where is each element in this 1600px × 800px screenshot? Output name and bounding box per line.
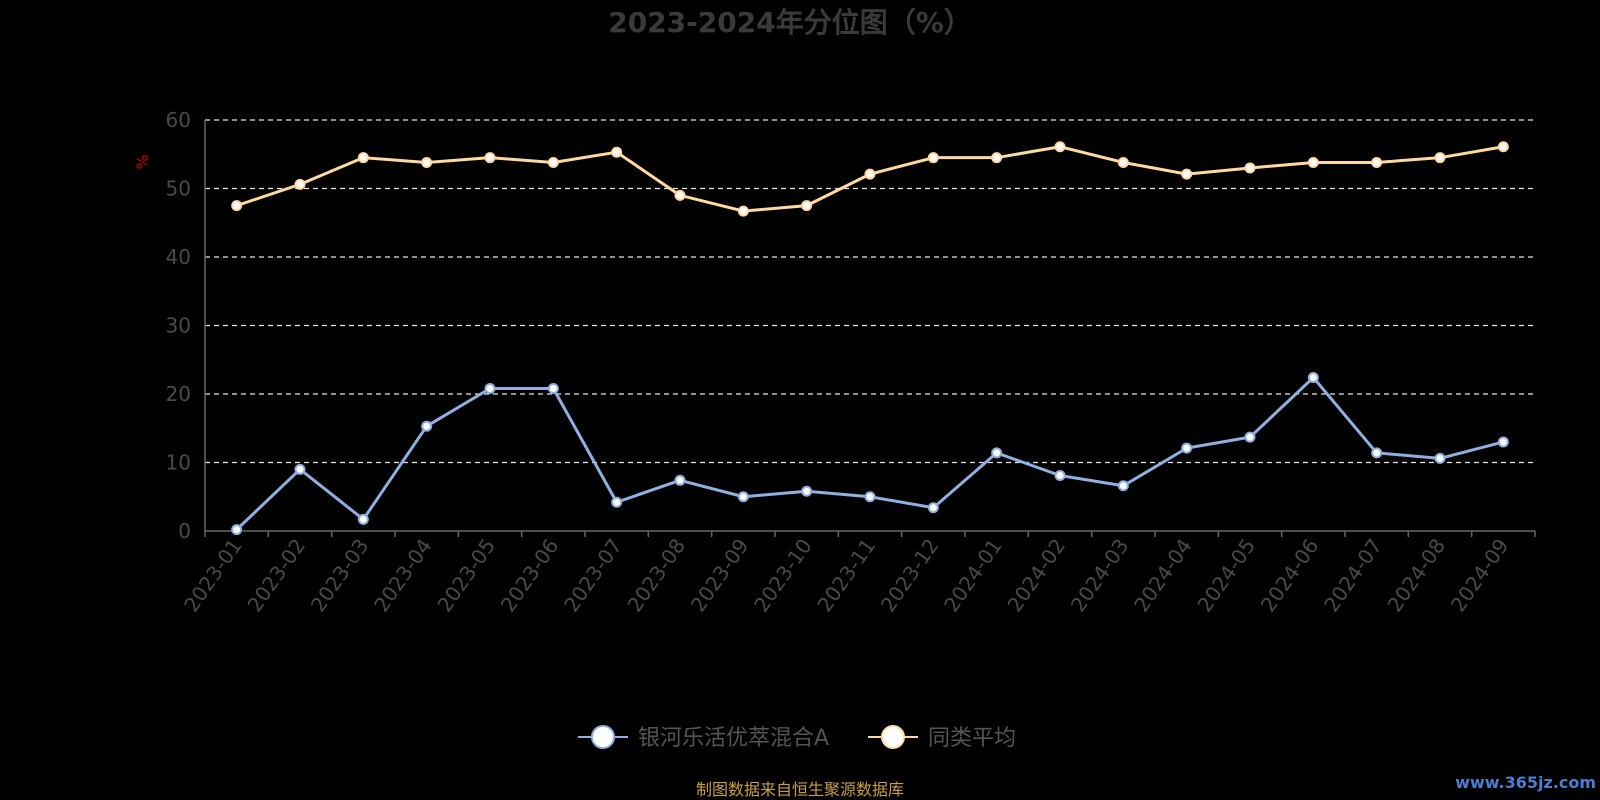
x-tick-label: 2024-09 xyxy=(1446,534,1514,616)
x-tick-label: 2023-08 xyxy=(622,534,690,616)
x-tick-label: 2023-05 xyxy=(432,534,500,616)
chart-title: 2023-2024年分位图（%） xyxy=(608,6,972,39)
watermark: www.365jz.com xyxy=(1455,773,1596,792)
grid-lines xyxy=(205,119,1535,464)
data-point xyxy=(1371,447,1383,459)
legend-label-1[interactable]: 同类平均 xyxy=(928,726,1016,751)
x-tick-label: 2024-03 xyxy=(1066,534,1134,616)
data-point xyxy=(611,146,623,158)
data-point xyxy=(231,524,243,536)
legend-label-0[interactable]: 银河乐活优萃混合A xyxy=(638,726,829,751)
series-lines xyxy=(231,141,1509,536)
x-tick-label: 2024-08 xyxy=(1382,534,1450,616)
axes xyxy=(204,120,1535,532)
data-point xyxy=(421,156,433,168)
x-tick-label: 2023-04 xyxy=(369,534,437,616)
data-point xyxy=(801,485,813,497)
legend-marker-0 xyxy=(591,725,615,749)
y-tick-label: 0 xyxy=(178,519,191,543)
data-point xyxy=(357,513,369,525)
x-tick-label: 2024-01 xyxy=(939,534,1007,616)
data-point xyxy=(1117,480,1129,492)
x-tick-label: 2024-04 xyxy=(1129,534,1197,616)
data-point xyxy=(1434,452,1446,464)
data-point xyxy=(1117,156,1129,168)
data-point xyxy=(1307,156,1319,168)
y-tick-label: 30 xyxy=(166,314,191,338)
data-point xyxy=(674,189,686,201)
x-tick-label: 2023-01 xyxy=(179,534,247,616)
data-point xyxy=(1181,442,1193,454)
data-point xyxy=(294,178,306,190)
x-tick-label: 2023-03 xyxy=(306,534,374,616)
legend[interactable]: 银河乐活优萃混合A 同类平均 xyxy=(578,725,1016,751)
data-point xyxy=(1244,162,1256,174)
data-point xyxy=(1497,141,1509,153)
y-axis-unit: % xyxy=(133,154,152,169)
data-point xyxy=(1054,470,1066,482)
data-point xyxy=(484,383,496,395)
data-point xyxy=(927,502,939,514)
x-tick-label: 2023-02 xyxy=(242,534,310,616)
x-tick-label: 2024-06 xyxy=(1256,534,1324,616)
x-tick-label: 2024-02 xyxy=(1002,534,1070,616)
x-tick-label: 2023-11 xyxy=(812,534,880,616)
x-tick-label: 2023-09 xyxy=(686,534,754,616)
data-source-note: 制图数据来自恒生聚源数据库 xyxy=(696,780,904,799)
data-point xyxy=(991,447,1003,459)
data-point xyxy=(1497,436,1509,448)
y-tick-label: 60 xyxy=(166,108,191,132)
data-point xyxy=(1054,141,1066,153)
legend-marker-1 xyxy=(881,725,905,749)
series-line-0 xyxy=(235,376,1504,531)
data-point xyxy=(801,200,813,212)
x-axis-ticks: 2023-012023-022023-032023-042023-052023-… xyxy=(179,531,1536,616)
data-point xyxy=(991,152,1003,164)
data-point xyxy=(357,152,369,164)
data-point xyxy=(1434,152,1446,164)
data-point xyxy=(864,168,876,180)
y-axis-ticks: 0 10 20 30 40 50 60 xyxy=(166,108,191,543)
data-point xyxy=(674,474,686,486)
x-tick-label: 2023-12 xyxy=(876,534,944,616)
data-point xyxy=(737,205,749,217)
x-tick-label: 2023-07 xyxy=(559,534,627,616)
data-point xyxy=(1244,431,1256,443)
y-tick-label: 40 xyxy=(166,245,191,269)
x-tick-label: 2023-10 xyxy=(749,534,817,616)
data-point xyxy=(927,152,939,164)
data-point xyxy=(421,420,433,432)
y-tick-label: 50 xyxy=(166,177,191,201)
data-point xyxy=(611,496,623,508)
data-point xyxy=(864,491,876,503)
data-point xyxy=(231,200,243,212)
x-tick-label: 2024-05 xyxy=(1192,534,1260,616)
data-point xyxy=(547,383,559,395)
x-tick-label: 2024-07 xyxy=(1319,534,1387,616)
data-point xyxy=(1307,372,1319,384)
data-point xyxy=(484,152,496,164)
data-point xyxy=(1371,156,1383,168)
y-tick-label: 20 xyxy=(166,382,191,406)
x-tick-label: 2023-06 xyxy=(496,534,564,616)
data-point xyxy=(294,463,306,475)
data-point xyxy=(1181,168,1193,180)
data-point xyxy=(737,491,749,503)
y-tick-label: 10 xyxy=(166,451,191,475)
data-point xyxy=(547,156,559,168)
